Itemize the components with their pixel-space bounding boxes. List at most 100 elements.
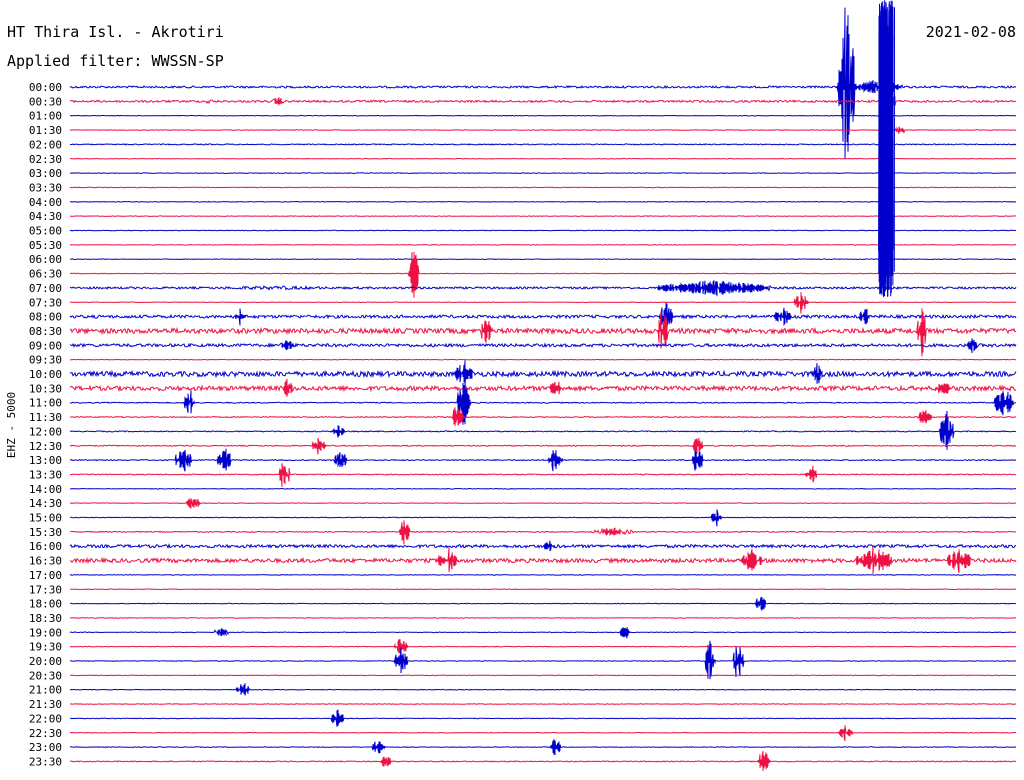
row-label: 16:30 xyxy=(29,555,62,568)
row-label: 19:00 xyxy=(29,626,62,639)
trace-line xyxy=(69,229,1017,232)
row-label: 18:30 xyxy=(29,612,62,625)
trace-line xyxy=(69,487,1017,490)
trace-line xyxy=(69,540,1017,552)
date-label: 2021-02-08 xyxy=(926,23,1016,41)
row-label: 19:30 xyxy=(29,641,62,654)
row-label: 20:00 xyxy=(29,655,62,668)
row-label: 04:30 xyxy=(29,210,62,223)
row-label: 09:30 xyxy=(29,354,62,367)
row-label: 20:30 xyxy=(29,669,62,682)
trace-line xyxy=(69,292,1017,314)
trace-line xyxy=(69,520,1017,545)
trace-line xyxy=(69,186,1017,189)
channel-label: EHZ - 5000 xyxy=(5,392,18,458)
trace-line xyxy=(69,251,1017,298)
trace-line xyxy=(69,114,1017,117)
trace-line xyxy=(69,639,1017,654)
row-label: 09:00 xyxy=(29,339,62,352)
trace-line xyxy=(69,448,1017,472)
row-label: 21:30 xyxy=(29,698,62,711)
main-shock-stroke xyxy=(892,31,894,250)
trace-line xyxy=(69,410,1017,450)
row-label: 03:30 xyxy=(29,181,62,194)
row-label: 17:30 xyxy=(29,583,62,596)
trace-line xyxy=(70,509,1017,527)
trace-line xyxy=(69,94,1017,109)
trace-line xyxy=(69,407,1017,426)
main-shock-stroke xyxy=(879,38,881,259)
trace-line xyxy=(69,280,1017,297)
main-shock-trace xyxy=(878,0,895,298)
row-label: 10:00 xyxy=(29,368,62,381)
trace-line xyxy=(69,703,1016,705)
trace-line xyxy=(69,378,1017,397)
row-label: 03:00 xyxy=(29,167,62,180)
trace-line xyxy=(70,258,1017,261)
row-label: 23:00 xyxy=(29,741,62,754)
row-label: 21:00 xyxy=(29,684,62,697)
trace-line xyxy=(69,200,1017,203)
row-label: 00:30 xyxy=(29,95,62,108)
row-label: 11:00 xyxy=(29,397,62,410)
trace-line xyxy=(69,574,1017,576)
filter-label: Applied filter: WWSSN-SP xyxy=(7,52,224,70)
trace-line xyxy=(69,302,1017,332)
trace-line xyxy=(70,596,1017,612)
row-label: 17:00 xyxy=(29,569,62,582)
row-label: 04:00 xyxy=(29,196,62,209)
trace-line xyxy=(69,157,1017,160)
row-label: 01:30 xyxy=(29,124,62,137)
row-label: 08:30 xyxy=(29,325,62,338)
row-label: 06:00 xyxy=(29,253,62,266)
trace-line xyxy=(69,143,1017,146)
row-label: 07:00 xyxy=(29,282,62,295)
row-label: 01:00 xyxy=(29,110,62,123)
trace-line xyxy=(69,640,1016,680)
trace-line xyxy=(69,215,1017,217)
trace-line xyxy=(69,683,1017,696)
row-label: 16:00 xyxy=(29,540,62,553)
row-label: 08:00 xyxy=(29,311,62,324)
trace-line xyxy=(69,126,1016,134)
trace-line xyxy=(69,588,1017,591)
row-label: 14:30 xyxy=(29,497,62,510)
row-label: 05:30 xyxy=(29,239,62,252)
row-label: 18:00 xyxy=(29,598,62,611)
row-label: 15:30 xyxy=(29,526,62,539)
row-label: 15:00 xyxy=(29,512,62,525)
trace-line xyxy=(70,725,1017,742)
row-label: 02:30 xyxy=(29,153,62,166)
main-shock-stroke xyxy=(885,5,888,288)
trace-line xyxy=(69,463,1017,487)
trace-line xyxy=(69,358,1017,361)
trace-line xyxy=(69,627,1017,639)
row-label: 07:30 xyxy=(29,296,62,309)
trace-line xyxy=(69,338,1017,353)
trace-line xyxy=(69,360,1017,387)
row-label: 05:00 xyxy=(29,225,62,238)
trace-line xyxy=(70,498,1017,509)
trace-line xyxy=(69,7,1017,159)
row-label: 23:30 xyxy=(29,755,62,768)
row-label: 22:30 xyxy=(29,727,62,740)
row-label: 06:30 xyxy=(29,268,62,281)
row-label: 13:00 xyxy=(29,454,62,467)
main-shock-stroke xyxy=(883,24,885,265)
main-shock-stroke xyxy=(891,35,894,275)
main-shock-stroke xyxy=(887,37,889,293)
trace-line xyxy=(69,674,1017,677)
trace-line xyxy=(69,244,1017,246)
main-shock-stroke xyxy=(881,2,883,274)
trace-line xyxy=(69,709,1017,727)
row-label: 11:30 xyxy=(29,411,62,424)
row-label: 13:30 xyxy=(29,468,62,481)
row-label: 02:00 xyxy=(29,138,62,151)
trace-line xyxy=(69,545,1017,574)
row-label: 00:00 xyxy=(29,81,62,94)
row-label: 22:00 xyxy=(29,712,62,725)
row-label: 14:00 xyxy=(29,483,62,496)
trace-line xyxy=(70,382,1017,425)
